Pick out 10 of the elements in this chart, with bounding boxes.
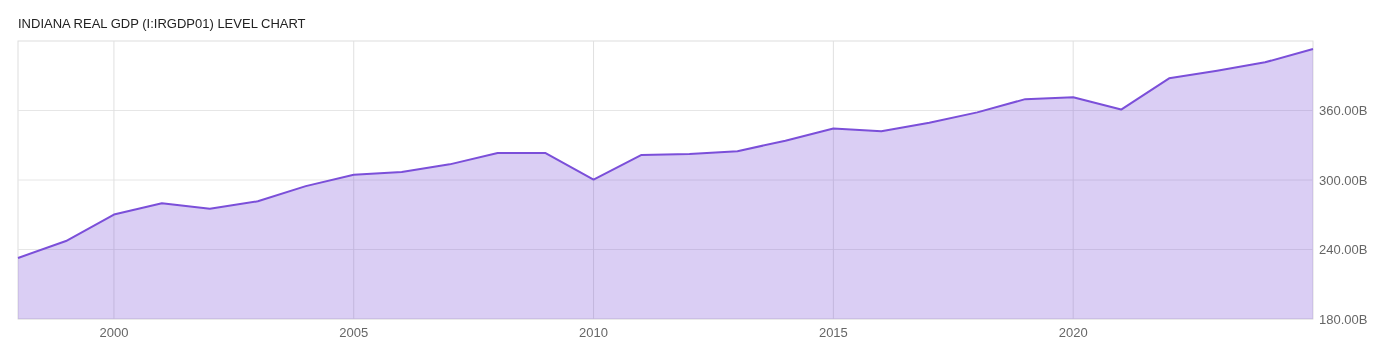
x-tick-label: 2005: [339, 325, 369, 340]
y-tick-label: 360.00B: [1319, 103, 1368, 119]
x-tick-label: 2020: [1058, 325, 1088, 340]
y-tick-label: 240.00B: [1319, 242, 1368, 258]
x-tick-label: 2010: [579, 325, 609, 340]
x-tick-label: 2015: [818, 325, 848, 340]
chart-title: INDIANA REAL GDP (I:IRGDP01) LEVEL CHART: [18, 16, 306, 31]
y-tick-label: 300.00B: [1319, 172, 1368, 188]
x-tick-label: 2000: [99, 325, 129, 340]
y-tick-label: 180.00B: [1319, 311, 1368, 327]
